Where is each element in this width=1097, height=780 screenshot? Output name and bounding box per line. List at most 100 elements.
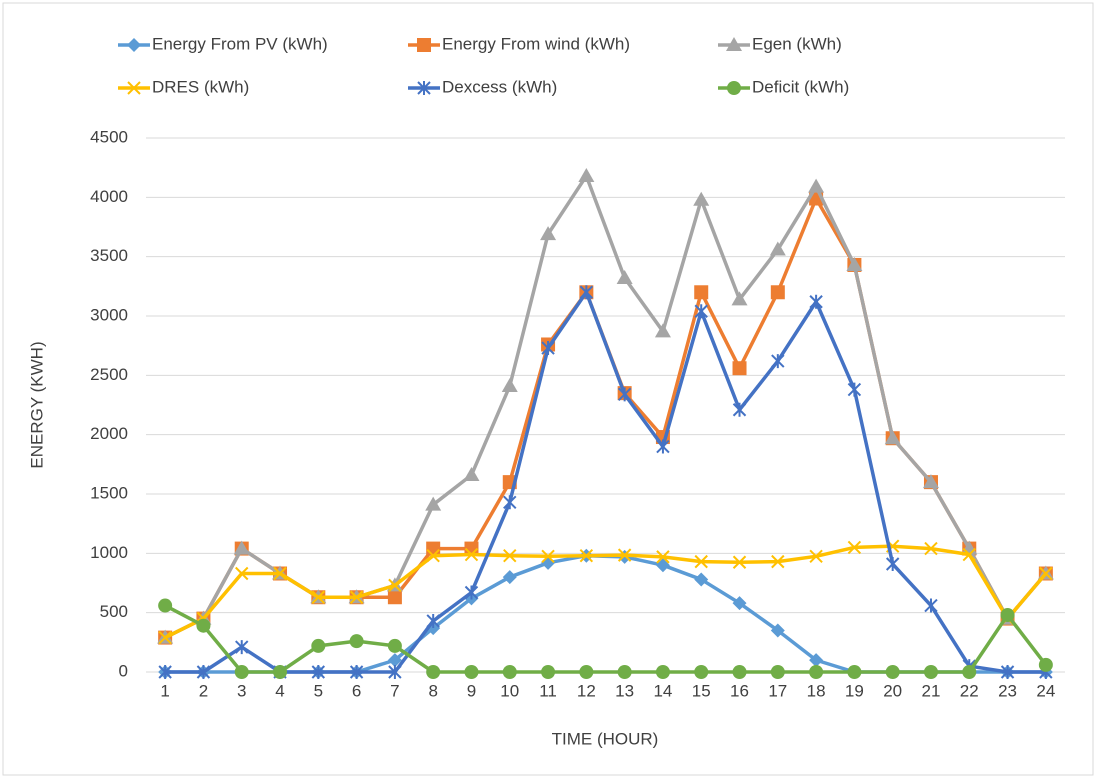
marker <box>885 557 900 572</box>
marker <box>962 547 976 562</box>
marker <box>809 294 823 309</box>
marker <box>693 191 710 206</box>
x-tick-label: 12 <box>577 681 596 700</box>
x-tick-label: 17 <box>768 681 787 700</box>
y-tick-label: 0 <box>119 661 128 680</box>
y-tick-label: 3000 <box>90 305 128 324</box>
marker <box>464 665 479 679</box>
marker <box>808 178 825 193</box>
marker <box>617 549 632 564</box>
x-tick-label: 9 <box>467 681 476 700</box>
marker <box>732 361 747 376</box>
marker <box>463 467 480 482</box>
y-tick-label: 4000 <box>90 187 128 206</box>
marker <box>349 665 364 679</box>
marker <box>158 598 173 613</box>
marker <box>273 665 288 679</box>
marker <box>923 665 938 679</box>
marker <box>541 665 556 679</box>
marker <box>349 634 364 649</box>
marker <box>847 540 862 555</box>
marker <box>388 578 402 593</box>
x-tick-label: 22 <box>960 681 979 700</box>
marker <box>769 241 786 256</box>
marker <box>387 638 402 653</box>
x-tick-label: 19 <box>845 681 864 700</box>
marker <box>732 402 747 417</box>
legend-item: Energy From PV (kWh) <box>118 34 328 53</box>
y-tick-label: 1000 <box>90 543 128 562</box>
marker <box>694 572 709 587</box>
marker <box>503 548 517 563</box>
marker <box>426 665 441 679</box>
legend-label: Deficit (kWh) <box>752 77 849 96</box>
marker <box>158 665 172 679</box>
x-tick-label: 6 <box>352 681 361 700</box>
legend-marker <box>127 81 141 95</box>
marker <box>771 554 785 569</box>
legend-marker <box>726 37 742 51</box>
y-tick-label: 500 <box>100 602 128 621</box>
x-tick-label: 24 <box>1036 681 1055 700</box>
x-tick-label: 13 <box>615 681 634 700</box>
marker <box>388 665 402 679</box>
marker <box>617 387 632 402</box>
marker <box>579 665 594 679</box>
marker <box>885 665 900 679</box>
x-tick-label: 11 <box>539 681 557 700</box>
marker <box>884 430 901 445</box>
x-tick-label: 23 <box>998 681 1017 700</box>
marker <box>770 623 785 638</box>
marker <box>847 665 862 679</box>
marker <box>579 548 594 563</box>
marker <box>502 570 517 585</box>
x-tick-label: 7 <box>390 681 399 700</box>
marker <box>655 665 670 679</box>
legend-label: Energy From wind (kWh) <box>442 34 630 53</box>
marker <box>809 549 823 564</box>
x-tick-label: 10 <box>500 681 519 700</box>
marker <box>617 548 632 562</box>
marker <box>311 638 326 653</box>
x-tick-label: 14 <box>653 681 672 700</box>
y-axis-title: ENERGY (KWH) <box>27 341 46 468</box>
x-tick-label: 2 <box>199 681 208 700</box>
marker <box>924 541 938 556</box>
marker <box>731 291 748 306</box>
legend-label: Dexcess (kWh) <box>442 77 557 96</box>
marker <box>235 566 249 581</box>
marker <box>770 285 785 300</box>
legend-label: Energy From PV (kWh) <box>152 34 328 53</box>
marker <box>426 613 440 628</box>
marker <box>694 665 709 679</box>
marker <box>694 304 708 319</box>
marker <box>426 548 440 563</box>
marker <box>196 665 211 679</box>
marker <box>540 226 557 241</box>
marker <box>196 618 211 633</box>
marker <box>502 665 517 679</box>
marker <box>464 547 479 562</box>
legend-item: Dexcess (kWh) <box>408 77 557 96</box>
marker <box>922 474 939 489</box>
marker <box>1000 665 1015 679</box>
marker <box>387 653 402 668</box>
marker <box>847 382 862 397</box>
marker <box>656 550 670 564</box>
marker <box>924 598 938 613</box>
marker <box>616 270 633 285</box>
x-tick-label: 20 <box>883 681 902 700</box>
legend-item: Deficit (kWh) <box>718 77 849 96</box>
marker <box>770 665 785 679</box>
x-tick-label: 1 <box>160 681 169 700</box>
legend-item: Energy From wind (kWh) <box>408 34 630 53</box>
marker <box>273 566 287 581</box>
marker <box>541 549 555 564</box>
y-tick-label: 4500 <box>90 127 128 146</box>
line <box>165 290 1046 674</box>
marker <box>349 590 364 604</box>
x-tick-label: 8 <box>428 681 437 700</box>
marker <box>732 596 747 611</box>
series <box>158 598 1053 679</box>
